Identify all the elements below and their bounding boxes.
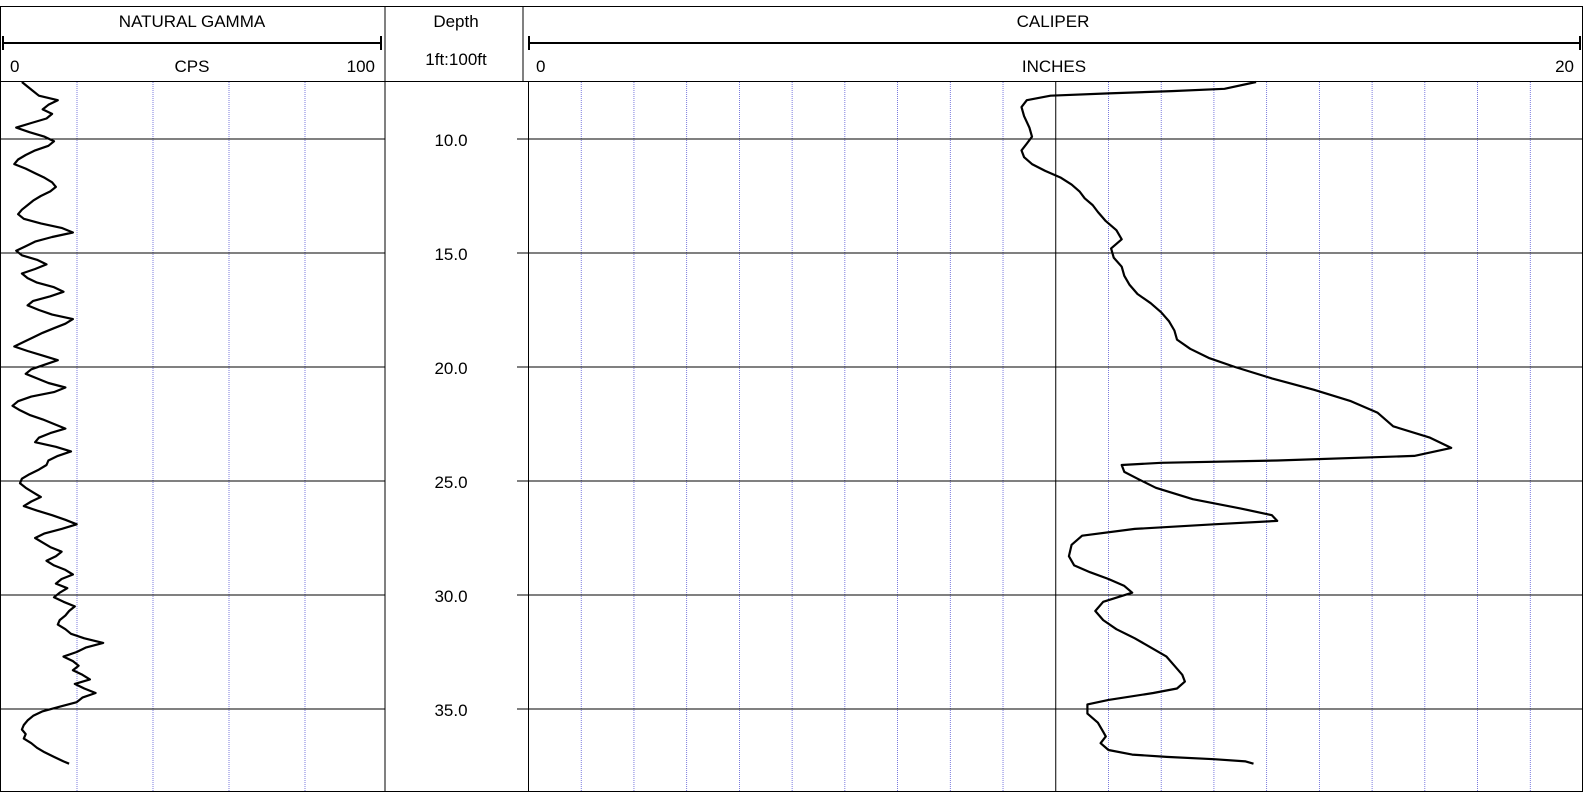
gamma-grid <box>76 82 306 792</box>
depth-gridlines <box>0 138 1583 710</box>
gamma-unit-label: CPS <box>175 57 210 76</box>
gamma-max-label: 100 <box>347 57 375 76</box>
depth-tick-label: 15.0 <box>434 245 467 264</box>
depth-tick-label: 25.0 <box>434 473 467 492</box>
caliper-grid <box>580 82 1531 792</box>
depth-scale-label: 1ft:100ft <box>425 50 487 69</box>
depth-tick-label: 10.0 <box>434 131 467 150</box>
caliper-unit-label: INCHES <box>1022 57 1086 76</box>
gamma-track-title: NATURAL GAMMA <box>119 12 266 31</box>
depth-tick-label: 35.0 <box>434 701 467 720</box>
caliper-min-label: 0 <box>536 57 545 76</box>
gamma-scale-bar <box>2 36 382 50</box>
caliper-scale-bar <box>528 36 1581 50</box>
curves <box>11 80 1453 765</box>
depth-tick-label: 20.0 <box>434 359 467 378</box>
gamma-min-label: 0 <box>10 57 19 76</box>
gamma-curve <box>11 81 105 765</box>
depth-track-title: Depth <box>433 12 478 31</box>
depth-tick-label: 30.0 <box>434 587 467 606</box>
depth-labels: 10.0 15.0 20.0 25.0 30.0 35.0 <box>434 131 467 720</box>
caliper-max-label: 20 <box>1555 57 1574 76</box>
caliper-curve <box>1020 80 1453 765</box>
caliper-track-title: CALIPER <box>1017 12 1090 31</box>
